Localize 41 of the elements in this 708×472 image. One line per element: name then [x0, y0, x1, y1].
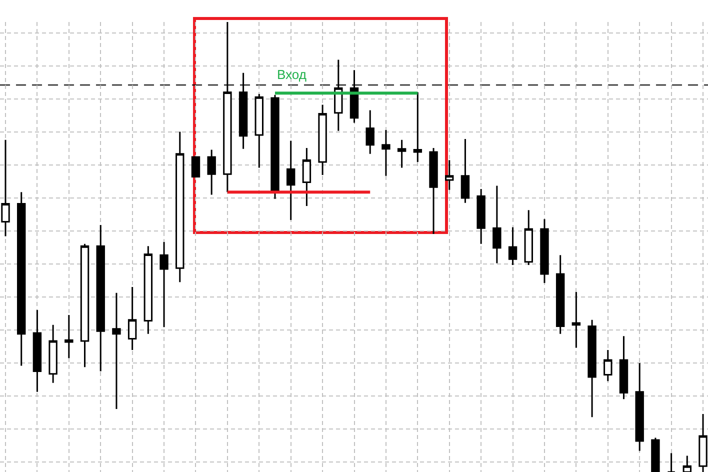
candlestick: [698, 413, 708, 472]
candlestick: [413, 91, 422, 163]
candlestick: [191, 156, 200, 178]
candlestick: [588, 319, 596, 418]
candlestick: [96, 224, 105, 372]
candlestick: [254, 93, 264, 169]
candlestick: [160, 241, 168, 328]
candlestick: [366, 109, 374, 155]
candlestick: [64, 314, 74, 359]
candlestick: [176, 131, 184, 283]
candlestick: [492, 185, 502, 264]
candlestick: [144, 245, 153, 335]
candlestick: [80, 243, 90, 368]
candlestick: [48, 324, 58, 384]
candlestick: [635, 362, 644, 452]
candlestick: [540, 218, 549, 284]
candlestick: [112, 292, 121, 410]
candlestick: [619, 335, 628, 400]
candlestick: [460, 138, 470, 204]
candlestick: [524, 209, 533, 266]
candlestick: [128, 286, 137, 351]
candlestick: [604, 349, 612, 382]
candlestick: [318, 104, 327, 176]
candlestick: [556, 254, 565, 335]
candlestick: [682, 455, 692, 472]
candlestick: [476, 188, 486, 245]
candlestick: [651, 437, 660, 472]
candlestick: [397, 139, 406, 169]
candlestick: [572, 291, 581, 349]
candlestick: [286, 140, 296, 221]
candlestick: [207, 149, 216, 196]
series-label: Вход: [277, 67, 307, 82]
candlestick: [302, 147, 312, 207]
candlestick: [382, 129, 390, 177]
candlestick: [445, 159, 454, 191]
candlestick: [508, 226, 518, 266]
candlestick: [17, 191, 26, 367]
candlestick: [1, 139, 10, 237]
candlestick: [270, 94, 280, 200]
candlestick: [32, 309, 42, 393]
candlestick: [429, 147, 438, 235]
